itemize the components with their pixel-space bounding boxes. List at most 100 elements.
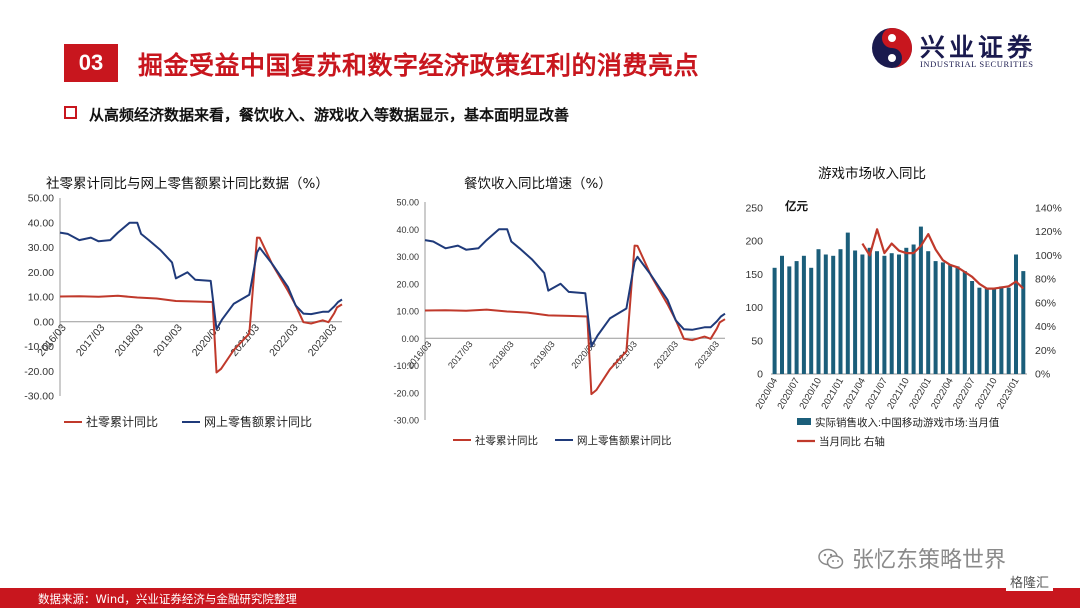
y-tick-label: 10.00 xyxy=(28,292,54,304)
y2-tick-label: 100% xyxy=(1035,250,1062,262)
chart3-title: 游戏市场收入同比 xyxy=(818,166,926,182)
y-tick-label: 30.00 xyxy=(396,252,419,262)
y2-tick-label: 60% xyxy=(1035,297,1056,309)
y-tick-label: 0.00 xyxy=(401,334,419,344)
wechat-watermark: 张忆东策略世界 xyxy=(818,542,1006,574)
y-tick-label: -30.00 xyxy=(393,416,419,426)
section-number: 03 xyxy=(64,44,118,82)
yoy-line xyxy=(861,228,1025,290)
revenue-bar xyxy=(962,271,967,374)
revenue-bar xyxy=(1006,287,1011,374)
x-tick-label: 2022/03 xyxy=(267,322,301,359)
y-tick-label: 10.00 xyxy=(396,307,419,317)
y-tick-label: -20.00 xyxy=(24,366,54,378)
watermark-text: 张忆东策略世界 xyxy=(852,548,1007,573)
y2-tick-label: 20% xyxy=(1035,345,1056,357)
revenue-bar xyxy=(933,261,938,374)
revenue-bar xyxy=(940,262,945,374)
series-line-2 xyxy=(424,228,726,348)
logo-emblem-icon xyxy=(872,28,912,68)
revenue-bar xyxy=(867,247,872,374)
legend-label-1: 社零累计同比 xyxy=(475,434,538,447)
legend-swatch-1 xyxy=(797,418,811,425)
y-tick-label: 20.00 xyxy=(28,267,54,279)
revenue-bar xyxy=(831,255,836,374)
y-tick-label: 0.00 xyxy=(34,316,55,328)
revenue-bar xyxy=(838,249,843,374)
wechat-icon xyxy=(818,548,844,569)
revenue-bar xyxy=(816,249,821,374)
revenue-bar xyxy=(984,287,989,374)
header: 03 掘金受益中国复苏和数字经济政策红利的消费亮点 xyxy=(0,44,1080,86)
y-tick-label: -10.00 xyxy=(24,341,54,353)
page-title: 掘金受益中国复苏和数字经济政策红利的消费亮点 xyxy=(138,51,700,80)
revenue-bar xyxy=(970,281,975,374)
y-tick-label: 50 xyxy=(751,335,763,347)
chart1-retail-line-chart: 50.00 40.00 30.00 20.00 10.00 0.00 -10.00 -20.0… xyxy=(24,193,343,429)
x-tick-label: 2021/03 xyxy=(228,322,262,359)
x-tick-label: 2016/03 xyxy=(405,339,434,370)
y-tick-label: 200 xyxy=(745,236,763,248)
revenue-bar xyxy=(977,287,982,374)
revenue-bar xyxy=(772,267,777,374)
revenue-bar xyxy=(1021,271,1026,374)
source-note: 数据来源：Wind，兴业证券经济与金融研究院整理 xyxy=(38,592,297,606)
chart2-title: 餐饮收入同比增速（%） xyxy=(464,176,612,192)
revenue-bar xyxy=(823,254,828,374)
legend-label-2: 网上零售额累计同比 xyxy=(204,414,312,429)
chart2-catering-line-chart: 50.00 40.00 30.00 20.00 10.00 0.00 -10.00 -20.0… xyxy=(393,198,726,447)
y-tick-label: 0 xyxy=(757,369,763,381)
y-tick-label: 50.00 xyxy=(28,193,54,205)
revenue-bar xyxy=(882,255,887,374)
subtitle-text: 从高频经济数据来看，餐饮收入、游戏收入等数据显示，基本面明显改善 xyxy=(89,106,570,124)
x-tick-label: 2019/03 xyxy=(151,322,185,359)
platform-watermark: 格隆汇 xyxy=(1006,572,1054,591)
revenue-bar xyxy=(955,266,960,374)
y-unit-label: 亿元 xyxy=(785,199,808,213)
x-tick-label: 2018/03 xyxy=(113,322,147,359)
x-tick-label: 2023/03 xyxy=(693,339,722,370)
x-tick-label: 2023/03 xyxy=(306,322,340,359)
y-tick-label: -20.00 xyxy=(393,388,419,398)
logo-text-en: INDUSTRIAL SECURITIES xyxy=(920,59,1034,69)
series-line-2 xyxy=(59,221,343,331)
y-tick-label: 30.00 xyxy=(28,242,54,254)
x-tick-label: 2017/03 xyxy=(74,322,108,359)
legend-label-1: 社零累计同比 xyxy=(86,414,158,429)
revenue-bar xyxy=(845,232,850,374)
revenue-bar xyxy=(999,286,1004,374)
x-tick-label: 2022/03 xyxy=(652,339,681,370)
y-tick-label: 40.00 xyxy=(28,217,54,229)
legend-label-2: 当月同比 右轴 xyxy=(819,435,885,448)
revenue-bar xyxy=(853,250,858,374)
revenue-bar xyxy=(1014,254,1018,374)
y2-tick-label: 80% xyxy=(1035,274,1056,286)
y2-tick-label: 120% xyxy=(1035,226,1062,238)
y-tick-label: 150 xyxy=(745,269,763,281)
y2-tick-label: 140% xyxy=(1035,203,1062,215)
y-tick-label: 250 xyxy=(745,203,763,215)
y-tick-label: 20.00 xyxy=(396,279,419,289)
y-tick-label: 50.00 xyxy=(396,198,419,208)
revenue-bar xyxy=(860,254,865,374)
revenue-bar xyxy=(992,287,997,374)
revenue-bar xyxy=(897,254,901,374)
logo-text-cn: 兴业证券 xyxy=(920,33,1037,62)
y-tick-label: -10.00 xyxy=(393,361,419,371)
x-tick-label: 2019/03 xyxy=(528,339,557,370)
revenue-bar xyxy=(787,266,792,374)
x-tick-label: 2018/03 xyxy=(487,339,516,370)
revenue-bar xyxy=(926,251,931,374)
revenue-bar xyxy=(904,247,909,374)
revenue-bar xyxy=(911,244,916,374)
revenue-bar xyxy=(801,255,806,374)
legend-label-1: 实际销售收入:中国移动游戏市场:当月值 xyxy=(815,416,1000,429)
series-line-1 xyxy=(424,244,726,396)
chart1-title: 社零累计同比与网上零售额累计同比数据（%） xyxy=(46,176,329,192)
y-tick-label: 100 xyxy=(745,302,763,314)
y-tick-label: 40.00 xyxy=(396,225,419,235)
revenue-bar xyxy=(948,264,953,374)
bullet-square-icon xyxy=(64,106,77,119)
subtitle: 从高频经济数据来看，餐饮收入、游戏收入等数据显示，基本面明显改善 xyxy=(64,104,569,125)
company-logo: 兴业证券 INDUSTRIAL SECURITIES xyxy=(868,26,1068,76)
